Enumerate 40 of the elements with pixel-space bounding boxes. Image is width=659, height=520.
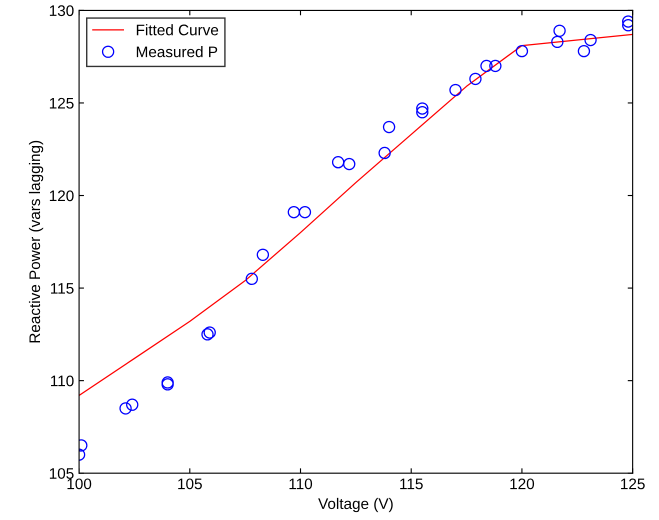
point: [298, 206, 312, 218]
point: [416, 106, 428, 118]
point: [469, 72, 482, 86]
point: [288, 206, 300, 218]
point: [382, 120, 396, 134]
point: [246, 272, 258, 286]
y-tick-label: 110: [51, 376, 74, 386]
point: [343, 158, 356, 170]
x-tick-label: 105: [178, 478, 202, 490]
legend-label: Fitted Curve: [136, 24, 218, 36]
point: [489, 60, 502, 72]
point: [449, 84, 462, 96]
x-axis-title: Voltage (V): [318, 498, 393, 512]
x-tick-label: 100: [68, 478, 92, 490]
y-tick-label: 105: [50, 468, 74, 479]
point: [416, 102, 428, 115]
point: [204, 326, 216, 339]
point: [126, 398, 138, 411]
x-tick-label: 125: [621, 478, 645, 490]
x-tick-label: 110: [289, 478, 312, 490]
point: [551, 36, 564, 48]
y-axis-title: Reactive Power (vars lagging): [28, 140, 44, 342]
point: [516, 44, 528, 58]
line-series: [79, 34, 633, 396]
point: [201, 328, 214, 341]
point: [119, 402, 132, 415]
y-tick-label: 125: [50, 98, 74, 109]
point: [584, 34, 597, 46]
legend-label: Measured P: [136, 46, 218, 58]
x-tick-label: 120: [510, 478, 534, 490]
y-tick-label: 130: [50, 5, 74, 16]
point: [256, 248, 270, 261]
point: [332, 156, 344, 168]
point: [578, 44, 590, 58]
x-tick-label: 115: [400, 478, 423, 490]
point: [480, 60, 493, 72]
y-tick-label: 120: [50, 190, 74, 202]
point: [553, 24, 566, 37]
point: [378, 146, 391, 160]
y-tick-label: 115: [51, 283, 74, 294]
